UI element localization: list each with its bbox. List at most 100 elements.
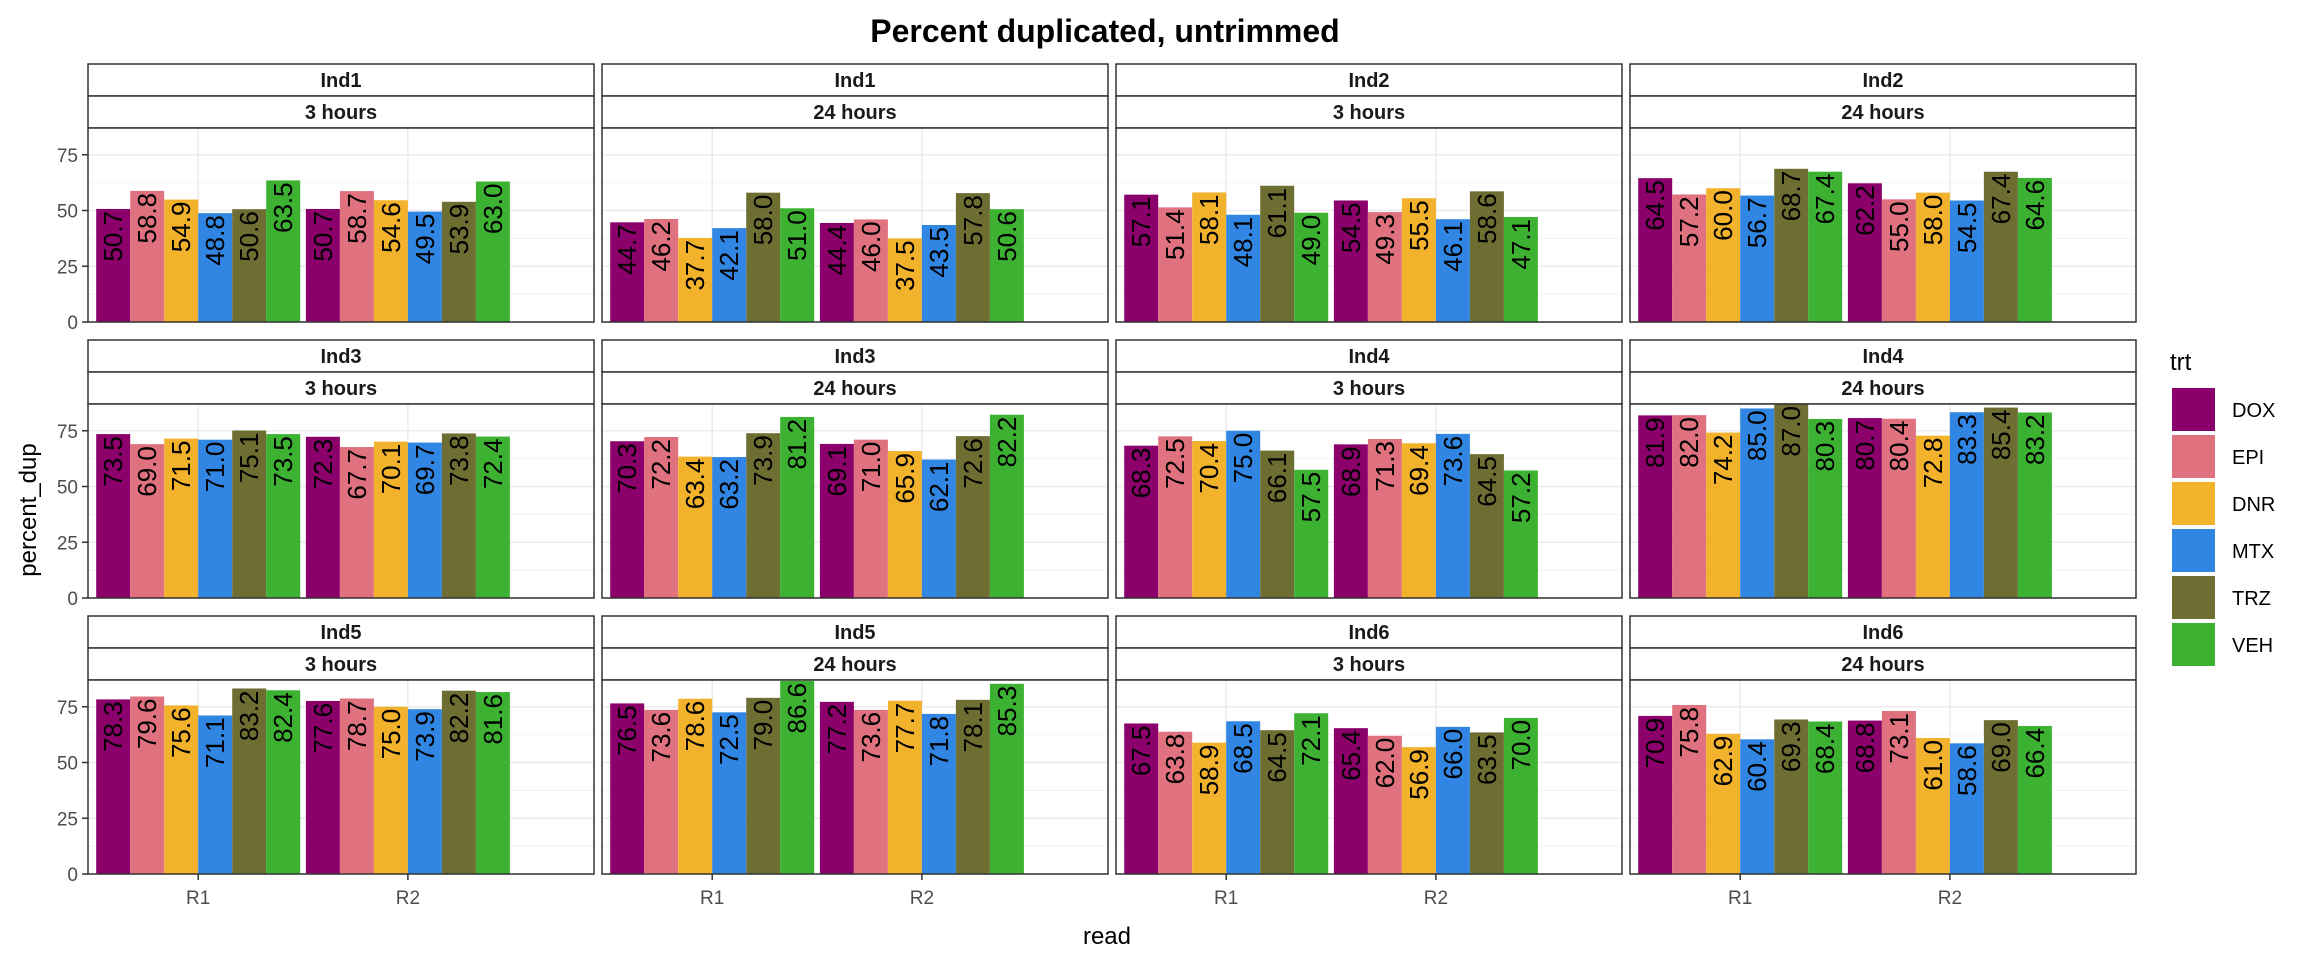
bar-value-label: 37.5 — [890, 240, 920, 291]
bar — [1367, 212, 1402, 322]
bar-value-label: 64.6 — [2020, 180, 2050, 231]
bar-value-label: 51.4 — [1160, 209, 1190, 260]
bar — [1808, 171, 1843, 322]
bar — [441, 433, 476, 598]
bar — [1638, 178, 1673, 322]
bar-value-label: 75.0 — [1228, 433, 1258, 484]
legend-swatch — [2172, 435, 2215, 478]
bar — [1949, 200, 1984, 322]
bar — [1808, 418, 1843, 598]
bar — [678, 456, 713, 598]
x-tick-label: R2 — [1938, 888, 1962, 909]
bar-value-label: 68.3 — [1126, 448, 1156, 499]
bar — [164, 438, 199, 598]
bar-value-label: 71.1 — [200, 717, 230, 768]
bar — [1333, 200, 1368, 322]
bar — [1706, 733, 1741, 874]
bar — [610, 703, 645, 874]
strip-time — [601, 371, 1109, 405]
bar — [819, 222, 854, 322]
strip-ind — [1629, 615, 2137, 649]
bar-value-label: 78.1 — [958, 702, 988, 753]
bar — [2017, 725, 2052, 874]
bar — [1915, 737, 1950, 874]
bar-value-label: 78.7 — [342, 701, 372, 752]
bar — [198, 439, 233, 598]
bar — [373, 441, 408, 598]
bar-value-label: 60.0 — [1708, 190, 1738, 241]
strip-label-time: 24 hours — [1841, 102, 1924, 124]
bar — [746, 433, 781, 598]
bar-value-label: 67.4 — [1810, 174, 1840, 225]
bar — [610, 222, 645, 322]
bar-value-label: 83.2 — [234, 690, 264, 741]
bar-value-label: 58.9 — [1194, 745, 1224, 796]
y-tick-label: 50 — [57, 478, 78, 499]
bar-value-label: 49.5 — [410, 214, 440, 265]
strip-label-time: 3 hours — [1333, 102, 1405, 124]
strip-label-ind: Ind6 — [1348, 622, 1389, 644]
bar — [475, 692, 510, 874]
strip-label-time: 24 hours — [1841, 378, 1924, 400]
bar-value-label: 67.5 — [1126, 725, 1156, 776]
bar-value-label: 68.4 — [1810, 723, 1840, 774]
bar — [2017, 412, 2052, 598]
legend-label: TRZ — [2232, 588, 2271, 610]
bar-value-label: 53.9 — [444, 204, 474, 255]
bar-value-label: 86.6 — [782, 683, 812, 734]
y-tick-label: 75 — [57, 698, 78, 719]
bar-value-label: 69.7 — [410, 445, 440, 496]
bar — [1158, 731, 1193, 874]
bar-value-label: 57.5 — [1296, 472, 1326, 523]
bar-value-label: 64.5 — [1640, 180, 1670, 231]
bar — [644, 437, 679, 598]
bar — [475, 181, 510, 322]
strip-label-ind: Ind2 — [1348, 70, 1389, 92]
strip-time — [87, 647, 595, 681]
bar — [1401, 443, 1436, 598]
bar-value-label: 73.9 — [410, 711, 440, 762]
strip-time — [87, 95, 595, 129]
bar-value-label: 58.7 — [342, 193, 372, 244]
strip-ind — [1115, 63, 1623, 97]
bar-value-label: 56.7 — [1742, 198, 1772, 249]
strip-label-time: 3 hours — [305, 378, 377, 400]
bar — [475, 436, 510, 598]
bar-value-label: 73.6 — [1438, 436, 1468, 487]
bar — [1774, 719, 1809, 874]
bar — [921, 713, 956, 874]
bar-value-label: 50.6 — [992, 211, 1022, 262]
bar-value-label: 71.0 — [200, 442, 230, 493]
bar-value-label: 68.8 — [1850, 723, 1880, 774]
bar — [1847, 720, 1882, 874]
strip-label-ind: Ind2 — [1862, 70, 1903, 92]
bar-value-label: 71.8 — [924, 716, 954, 767]
bar — [2017, 177, 2052, 322]
bar — [955, 699, 990, 874]
bar-value-label: 69.0 — [1986, 722, 2016, 773]
strip-time — [601, 95, 1109, 129]
strip-ind — [601, 339, 1109, 373]
bar-value-label: 68.9 — [1336, 446, 1366, 497]
bar — [1294, 713, 1329, 874]
bar-value-label: 71.5 — [166, 441, 196, 492]
bar — [266, 690, 301, 874]
bar-value-label: 64.5 — [1472, 456, 1502, 507]
bar-value-label: 77.6 — [308, 703, 338, 754]
strip-ind — [1115, 339, 1623, 373]
strip-label-ind: Ind4 — [1862, 346, 1904, 368]
bar — [1503, 216, 1538, 322]
x-tick-label: R2 — [910, 888, 934, 909]
x-tick-label: R1 — [186, 888, 210, 909]
bar-value-label: 66.1 — [1262, 453, 1292, 504]
y-tick-label: 50 — [57, 754, 78, 775]
bar — [305, 700, 340, 874]
strip-time — [1629, 647, 2137, 681]
bar-value-label: 82.4 — [268, 692, 298, 743]
y-tick-label: 25 — [57, 257, 78, 278]
bar — [1774, 168, 1809, 322]
bar-value-label: 42.1 — [714, 230, 744, 281]
bar-value-label: 47.1 — [1506, 219, 1536, 270]
bar — [1881, 199, 1916, 322]
bar-value-label: 71.0 — [856, 442, 886, 493]
